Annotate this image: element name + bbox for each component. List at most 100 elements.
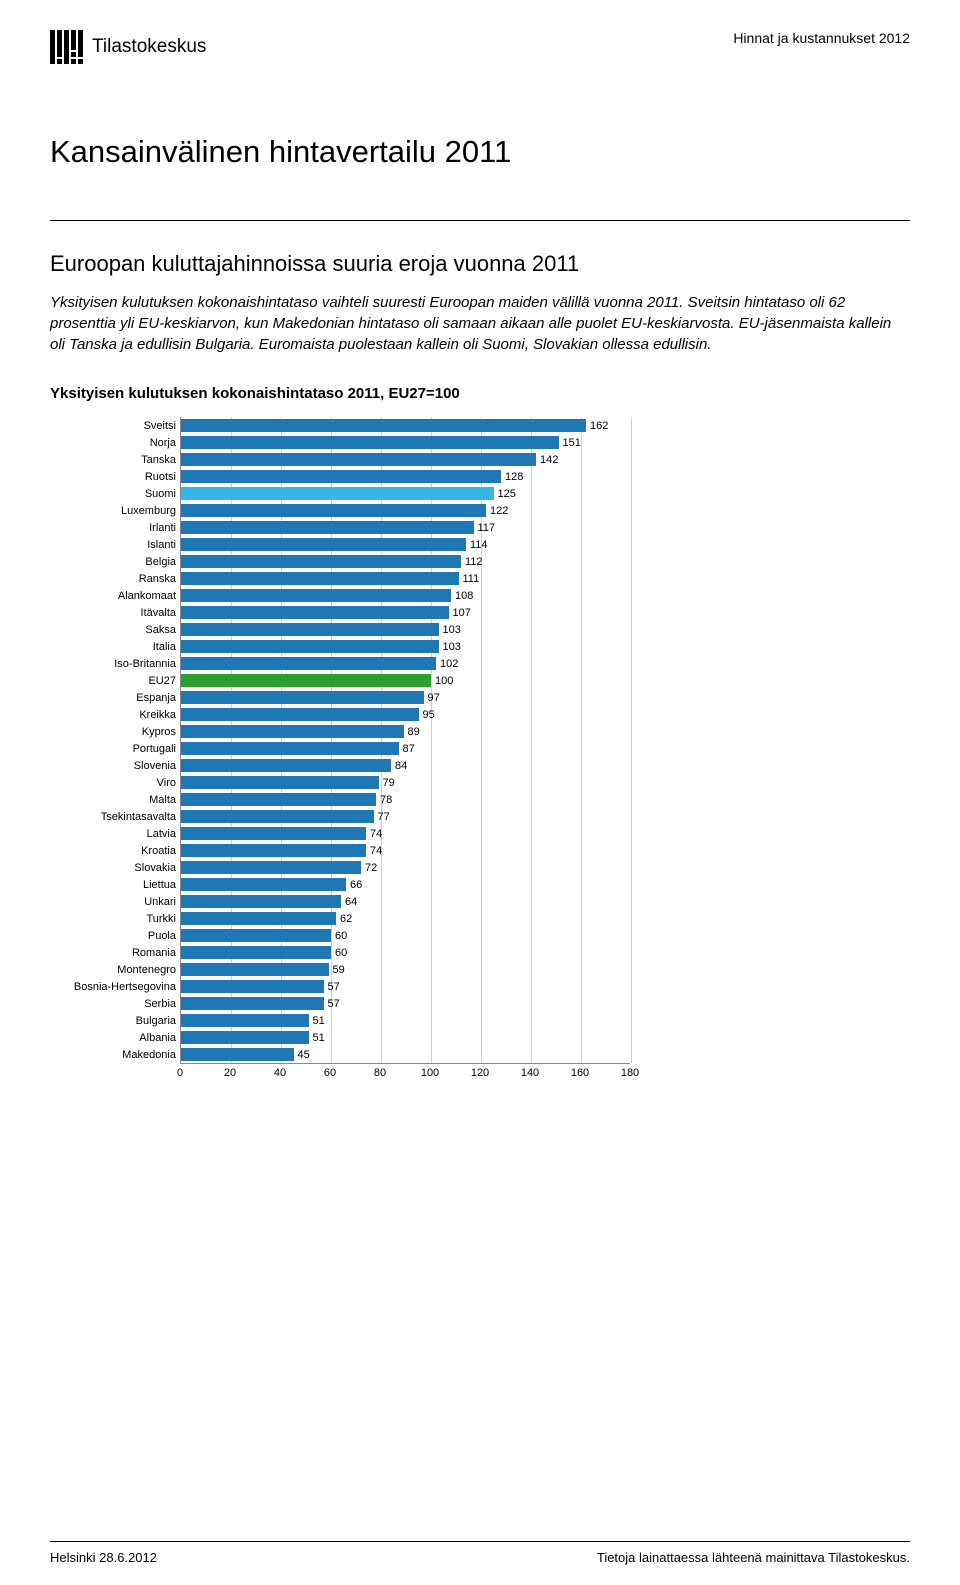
bar-label: Serbia	[51, 998, 181, 1010]
chart-row: Portugali87	[181, 740, 630, 757]
bar	[181, 861, 361, 874]
publication-category: Hinnat ja kustannukset 2012	[733, 30, 910, 46]
bar-value: 51	[313, 1015, 325, 1027]
x-axis-tick: 40	[274, 1067, 286, 1079]
bar-label: Kroatia	[51, 845, 181, 857]
chart-row: Islanti114	[181, 536, 630, 553]
chart-row: Bulgaria51	[181, 1012, 630, 1029]
bar	[181, 640, 439, 653]
intro-paragraph: Yksityisen kulutuksen kokonaishintataso …	[50, 292, 910, 355]
chart-row: Belgia112	[181, 553, 630, 570]
org-name: Tilastokeskus	[92, 36, 206, 58]
bar	[181, 606, 449, 619]
bar-label: Unkari	[51, 896, 181, 908]
section-heading: Euroopan kuluttajahinnoissa suuria eroja…	[50, 251, 910, 277]
bar-value: 57	[328, 981, 340, 993]
bar-label: Ranska	[51, 573, 181, 585]
bar	[181, 674, 431, 687]
bar-value: 108	[455, 590, 473, 602]
bar	[181, 759, 391, 772]
bar-label: Liettua	[51, 879, 181, 891]
bar-value: 74	[370, 828, 382, 840]
bar-label: Iso-Britannia	[51, 658, 181, 670]
bar	[181, 793, 376, 806]
bar-value: 59	[333, 964, 345, 976]
x-axis-tick: 80	[374, 1067, 386, 1079]
bar-label: Belgia	[51, 556, 181, 568]
bar-label: Montenegro	[51, 964, 181, 976]
bar-label: Norja	[51, 437, 181, 449]
bar-label: Malta	[51, 794, 181, 806]
bar-label: EU27	[51, 675, 181, 687]
bar	[181, 895, 341, 908]
bar	[181, 912, 336, 925]
bar-value: 66	[350, 879, 362, 891]
bar-value: 112	[465, 556, 483, 568]
bar-label: Irlanti	[51, 522, 181, 534]
bar-label: Latvia	[51, 828, 181, 840]
chart-row: Serbia57	[181, 995, 630, 1012]
chart-row: Romania60	[181, 944, 630, 961]
bar-label: Portugali	[51, 743, 181, 755]
x-axis-tick: 100	[421, 1067, 439, 1079]
bar	[181, 742, 399, 755]
bar	[181, 538, 466, 551]
bar-value: 51	[313, 1032, 325, 1044]
chart-row: Montenegro59	[181, 961, 630, 978]
x-axis-tick: 120	[471, 1067, 489, 1079]
bar	[181, 963, 329, 976]
chart-row: Tsekintasavalta77	[181, 808, 630, 825]
x-axis-tick: 20	[224, 1067, 236, 1079]
footer-attribution: Tietoja lainattaessa lähteenä mainittava…	[597, 1550, 910, 1565]
bar	[181, 708, 419, 721]
document-title: Kansainvälinen hintavertailu 2011	[50, 134, 910, 170]
chart-row: Norja151	[181, 434, 630, 451]
bar-value: 122	[490, 505, 508, 517]
title-rule	[50, 220, 910, 221]
x-axis-tick: 180	[621, 1067, 639, 1079]
chart-row: Luxemburg122	[181, 502, 630, 519]
bar-value: 78	[380, 794, 392, 806]
bar-value: 97	[428, 692, 440, 704]
bar-value: 62	[340, 913, 352, 925]
bar-value: 60	[335, 930, 347, 942]
chart-row: Tanska142	[181, 451, 630, 468]
bar-label: Albania	[51, 1032, 181, 1044]
page-footer: Helsinki 28.6.2012 Tietoja lainattaessa …	[50, 1541, 910, 1565]
bar-value: 162	[590, 420, 608, 432]
footer-date: Helsinki 28.6.2012	[50, 1550, 157, 1565]
bar-label: Islanti	[51, 539, 181, 551]
bar-value: 60	[335, 947, 347, 959]
bar-value: 79	[383, 777, 395, 789]
bar	[181, 776, 379, 789]
bar-label: Bulgaria	[51, 1015, 181, 1027]
bar-label: Suomi	[51, 488, 181, 500]
chart-row: Espanja97	[181, 689, 630, 706]
chart-row: Suomi125	[181, 485, 630, 502]
x-axis-tick: 160	[571, 1067, 589, 1079]
bar-label: Tsekintasavalta	[51, 811, 181, 823]
chart-row: Unkari64	[181, 893, 630, 910]
bar-value: 117	[478, 522, 496, 534]
bar-value: 111	[463, 573, 480, 585]
bar	[181, 487, 494, 500]
chart-row: Albania51	[181, 1029, 630, 1046]
bar-value: 74	[370, 845, 382, 857]
bar-label: Luxemburg	[51, 505, 181, 517]
bar	[181, 725, 404, 738]
chart-row: Ranska111	[181, 570, 630, 587]
bar-value: 100	[435, 675, 453, 687]
bar	[181, 946, 331, 959]
bar-value: 87	[403, 743, 415, 755]
x-axis-tick: 60	[324, 1067, 336, 1079]
chart-row: Viro79	[181, 774, 630, 791]
bar	[181, 878, 346, 891]
bar-value: 45	[298, 1049, 310, 1061]
bar-label: Bosnia-Hertsegovina	[51, 981, 181, 993]
bar	[181, 1048, 294, 1061]
bar-value: 77	[378, 811, 390, 823]
chart-row: Makedonia45	[181, 1046, 630, 1063]
bar	[181, 419, 586, 432]
bar-value: 103	[443, 641, 461, 653]
chart-row: Malta78	[181, 791, 630, 808]
